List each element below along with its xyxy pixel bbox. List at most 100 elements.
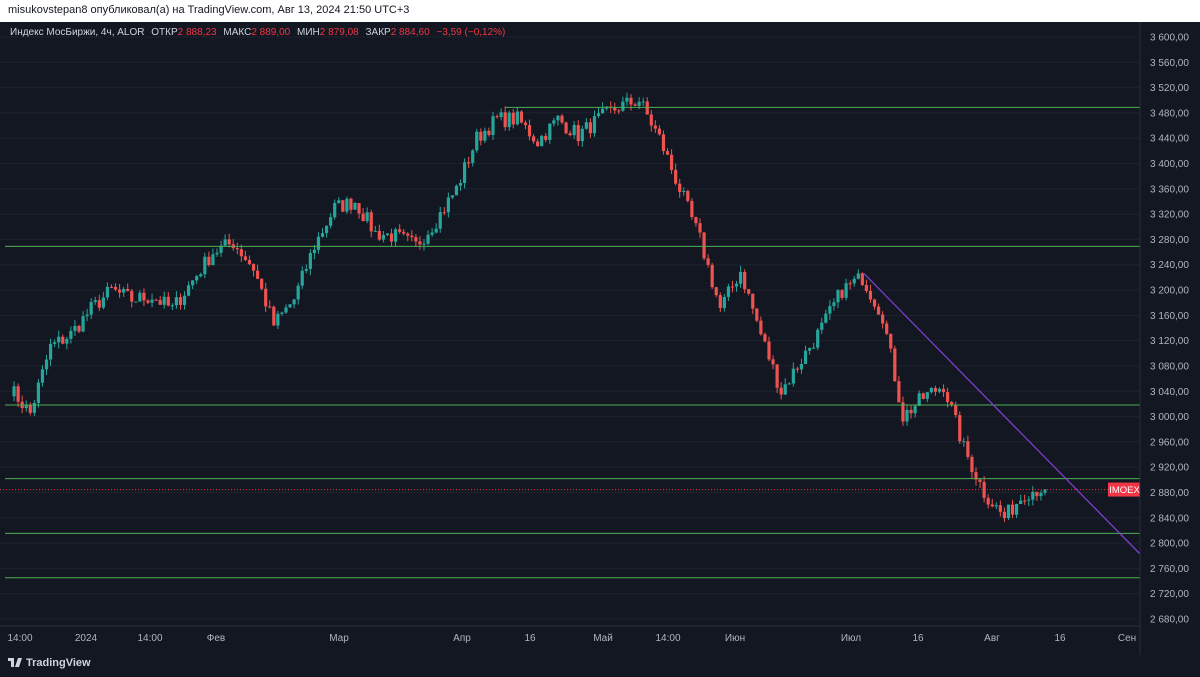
candle: [714, 286, 718, 298]
candle: [174, 291, 179, 309]
x-tick-label: 16: [912, 633, 924, 644]
candle: [138, 290, 142, 302]
candle: [158, 296, 162, 305]
candle: [44, 354, 49, 375]
candle: [239, 244, 243, 263]
candle: [369, 209, 373, 238]
candle: [426, 230, 430, 246]
x-tick-label: 16: [524, 633, 536, 644]
candle: [130, 288, 134, 308]
candle: [881, 311, 885, 329]
candle: [828, 300, 832, 320]
candle: [905, 404, 909, 426]
chart-grid: [0, 36, 1140, 620]
candle: [53, 339, 57, 348]
candle: [787, 382, 791, 385]
candle: [519, 110, 524, 124]
x-tick-label: 14:00: [655, 633, 680, 644]
candle: [207, 251, 211, 267]
candle: [65, 336, 69, 350]
candle: [503, 106, 507, 131]
y-tick-label: 3 280,00: [1150, 235, 1189, 246]
y-tick-label: 3 000,00: [1150, 412, 1189, 423]
y-tick-label: 3 440,00: [1150, 134, 1189, 145]
candle: [665, 148, 670, 155]
candle: [61, 334, 65, 345]
candle: [698, 218, 702, 238]
x-tick-label: Июн: [725, 633, 745, 644]
candle: [669, 149, 674, 174]
candle: [117, 283, 122, 298]
candle: [625, 92, 629, 106]
legend-low-value: 2 879,08: [319, 27, 359, 38]
legend-open-label: ОТКР: [151, 27, 178, 38]
candle: [333, 199, 337, 220]
candle: [113, 283, 118, 292]
candle: [836, 289, 840, 308]
candle: [872, 298, 877, 310]
candle: [848, 280, 852, 290]
y-tick-label: 3 480,00: [1150, 108, 1189, 119]
candle: [568, 130, 572, 137]
candle: [820, 317, 824, 335]
candle: [16, 383, 20, 408]
candle: [844, 278, 848, 301]
candle: [876, 303, 881, 315]
candle: [48, 338, 53, 366]
candle: [199, 272, 203, 278]
candle: [186, 281, 191, 297]
y-tick-label: 3 560,00: [1150, 58, 1189, 69]
candle: [958, 411, 962, 444]
candle: [499, 108, 503, 121]
candle: [292, 298, 296, 309]
y-tick-label: 2 840,00: [1150, 513, 1189, 524]
x-tick-label: Май: [593, 633, 613, 644]
candle: [142, 288, 146, 307]
candle: [576, 120, 580, 147]
candle: [1039, 490, 1043, 501]
y-tick-label: 3 240,00: [1150, 260, 1189, 271]
candle: [783, 378, 787, 396]
candle: [990, 498, 994, 508]
trend-line-layer: [863, 273, 1144, 558]
candle: [596, 107, 601, 118]
candle: [617, 108, 621, 115]
candle: [341, 199, 345, 213]
candle: [738, 265, 743, 288]
y-tick-label: 3 040,00: [1150, 387, 1189, 398]
candle: [284, 304, 288, 314]
candle: [726, 283, 731, 301]
candle: [613, 102, 617, 114]
candle: [527, 119, 532, 141]
legend-high-value: 2 889,00: [251, 27, 291, 38]
candle: [592, 110, 597, 137]
candle: [1014, 503, 1019, 519]
candle: [621, 96, 625, 112]
candle: [304, 264, 308, 274]
candle: [657, 125, 662, 136]
candle: [373, 225, 377, 232]
candle: [134, 301, 138, 303]
candle: [300, 266, 304, 289]
x-tick-label: Апр: [453, 633, 471, 644]
candle: [1031, 486, 1035, 506]
candle: [345, 196, 349, 214]
candle: [1043, 489, 1047, 496]
candle: [446, 192, 450, 218]
x-tick-label: 14:00: [7, 633, 32, 644]
candle: [572, 121, 576, 139]
candle: [471, 149, 475, 167]
candle: [816, 328, 820, 351]
candle: [897, 375, 901, 403]
candle: [803, 345, 808, 365]
candle: [552, 117, 556, 127]
candle: [203, 252, 207, 279]
legend-title: Индекс МосБиржи, 4ч, ALOR: [10, 27, 145, 38]
candle: [211, 248, 215, 266]
candle: [588, 118, 593, 138]
candle: [219, 240, 223, 257]
candle: [629, 94, 633, 111]
candle: [276, 310, 280, 330]
candle: [954, 401, 958, 418]
